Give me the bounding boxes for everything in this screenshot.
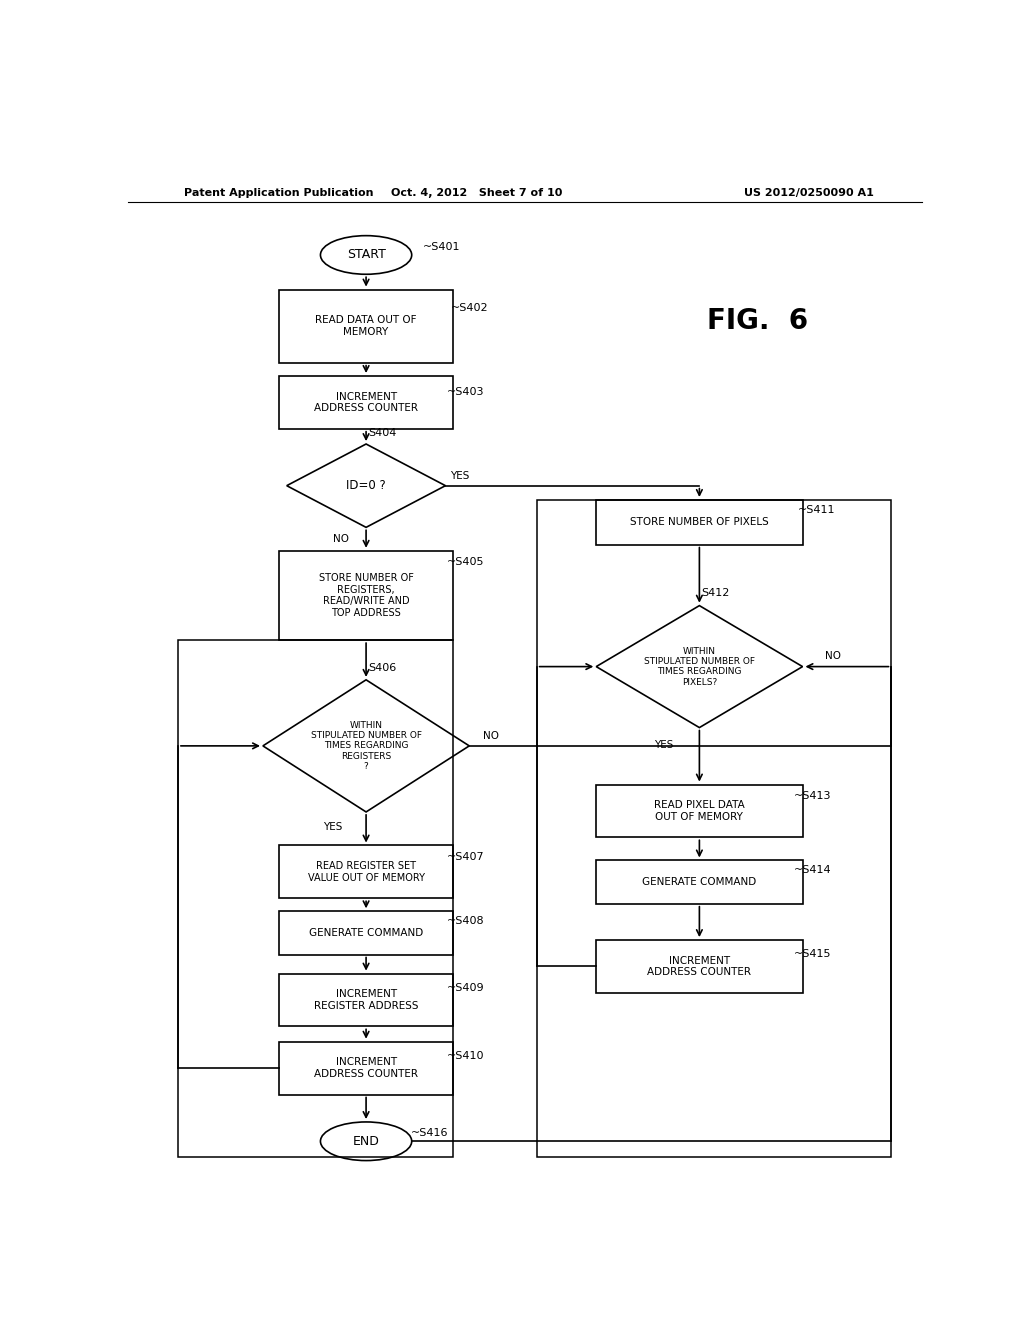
Text: STORE NUMBER OF PIXELS: STORE NUMBER OF PIXELS bbox=[630, 517, 769, 527]
Text: FIG.  6: FIG. 6 bbox=[708, 308, 809, 335]
Text: READ DATA OUT OF
MEMORY: READ DATA OUT OF MEMORY bbox=[315, 315, 417, 337]
Text: GENERATE COMMAND: GENERATE COMMAND bbox=[309, 928, 423, 939]
Text: ~S409: ~S409 bbox=[446, 983, 484, 993]
Text: YES: YES bbox=[654, 741, 674, 750]
Text: INCREMENT
REGISTER ADDRESS: INCREMENT REGISTER ADDRESS bbox=[313, 989, 419, 1011]
Text: YES: YES bbox=[450, 470, 469, 480]
Text: ~S407: ~S407 bbox=[446, 851, 484, 862]
Text: S404: S404 bbox=[368, 428, 396, 438]
Ellipse shape bbox=[321, 236, 412, 275]
Text: ~S416: ~S416 bbox=[411, 1129, 449, 1138]
Text: WITHIN
STIPULATED NUMBER OF
TIMES REGARDING
PIXELS?: WITHIN STIPULATED NUMBER OF TIMES REGARD… bbox=[644, 647, 755, 686]
Text: ID=0 ?: ID=0 ? bbox=[346, 479, 386, 492]
Text: ~S405: ~S405 bbox=[446, 557, 484, 566]
Text: S412: S412 bbox=[701, 589, 729, 598]
Text: READ REGISTER SET
VALUE OUT OF MEMORY: READ REGISTER SET VALUE OUT OF MEMORY bbox=[307, 861, 425, 883]
Text: NO: NO bbox=[333, 533, 349, 544]
Text: ~S411: ~S411 bbox=[798, 506, 836, 515]
FancyBboxPatch shape bbox=[279, 846, 454, 899]
Polygon shape bbox=[596, 606, 803, 727]
Text: US 2012/0250090 A1: US 2012/0250090 A1 bbox=[744, 187, 873, 198]
Text: NO: NO bbox=[824, 652, 841, 661]
FancyBboxPatch shape bbox=[596, 784, 803, 837]
Text: ~S410: ~S410 bbox=[446, 1051, 484, 1061]
Text: ~S408: ~S408 bbox=[446, 916, 484, 925]
Text: INCREMENT
ADDRESS COUNTER: INCREMENT ADDRESS COUNTER bbox=[314, 392, 418, 413]
FancyBboxPatch shape bbox=[279, 550, 454, 640]
Text: INCREMENT
ADDRESS COUNTER: INCREMENT ADDRESS COUNTER bbox=[647, 956, 752, 977]
Polygon shape bbox=[287, 444, 445, 528]
Text: S406: S406 bbox=[368, 663, 396, 673]
FancyBboxPatch shape bbox=[279, 289, 454, 363]
Text: Oct. 4, 2012   Sheet 7 of 10: Oct. 4, 2012 Sheet 7 of 10 bbox=[391, 187, 563, 198]
Text: ~S403: ~S403 bbox=[446, 387, 484, 397]
FancyBboxPatch shape bbox=[279, 911, 454, 954]
Text: ~S402: ~S402 bbox=[451, 302, 488, 313]
Text: ~S414: ~S414 bbox=[794, 865, 831, 875]
Text: NO: NO bbox=[483, 731, 500, 741]
Text: END: END bbox=[352, 1135, 380, 1148]
Text: READ PIXEL DATA
OUT OF MEMORY: READ PIXEL DATA OUT OF MEMORY bbox=[654, 800, 744, 822]
Text: ~S401: ~S401 bbox=[423, 242, 460, 252]
Text: GENERATE COMMAND: GENERATE COMMAND bbox=[642, 876, 757, 887]
FancyBboxPatch shape bbox=[596, 861, 803, 904]
FancyBboxPatch shape bbox=[279, 376, 454, 429]
Text: ~S415: ~S415 bbox=[795, 949, 831, 960]
Polygon shape bbox=[263, 680, 469, 812]
Text: WITHIN
STIPULATED NUMBER OF
TIMES REGARDING
REGISTERS
?: WITHIN STIPULATED NUMBER OF TIMES REGARD… bbox=[310, 721, 422, 771]
Text: START: START bbox=[347, 248, 385, 261]
FancyBboxPatch shape bbox=[279, 974, 454, 1027]
Text: ~S413: ~S413 bbox=[795, 791, 831, 801]
Text: YES: YES bbox=[323, 822, 342, 832]
Text: Patent Application Publication: Patent Application Publication bbox=[183, 187, 373, 198]
Text: INCREMENT
ADDRESS COUNTER: INCREMENT ADDRESS COUNTER bbox=[314, 1057, 418, 1078]
FancyBboxPatch shape bbox=[596, 940, 803, 993]
Text: STORE NUMBER OF
REGISTERS,
READ/WRITE AND
TOP ADDRESS: STORE NUMBER OF REGISTERS, READ/WRITE AN… bbox=[318, 573, 414, 618]
FancyBboxPatch shape bbox=[596, 500, 803, 545]
FancyBboxPatch shape bbox=[279, 1041, 454, 1094]
Ellipse shape bbox=[321, 1122, 412, 1160]
